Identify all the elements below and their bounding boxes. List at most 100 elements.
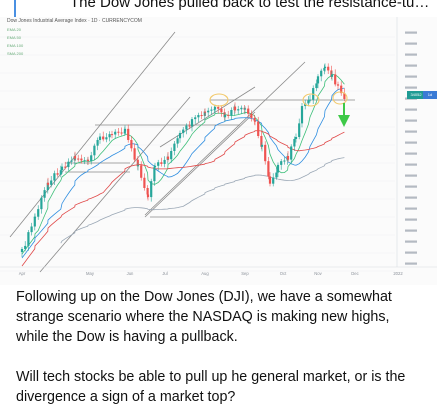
channel-line-upper	[9, 31, 176, 238]
highlight-ellipse	[209, 93, 229, 107]
time-axis: Apr May Jun Jul Aug Sep Oct Nov Dec 2022	[0, 266, 437, 276]
candle-body	[133, 148, 136, 160]
candle-body	[93, 145, 96, 156]
highlight-ellipse	[332, 91, 348, 105]
candle-body	[46, 182, 50, 185]
candle-body	[120, 132, 123, 134]
candle-body	[108, 134, 111, 138]
candle-body	[334, 74, 337, 85]
candle-body	[343, 93, 346, 99]
candle-body	[290, 146, 293, 160]
candle-body	[146, 194, 150, 198]
candle-body	[30, 226, 33, 233]
highlight-ellipse	[302, 93, 320, 107]
candle-body	[340, 85, 343, 94]
axis-tick-label	[405, 75, 417, 78]
candle-body	[286, 155, 290, 160]
time-axis-label: Apr	[19, 271, 26, 276]
candle-body	[213, 109, 216, 111]
candle-body	[182, 129, 185, 134]
time-axis-label: Jul	[162, 271, 167, 276]
candle-body	[102, 136, 105, 140]
candle-body	[247, 108, 250, 114]
candle-body	[173, 143, 176, 151]
candle-body	[86, 159, 90, 161]
candle-body	[143, 177, 146, 188]
down-arrow	[338, 103, 350, 127]
candle-body	[80, 158, 83, 161]
time-axis-label: May	[86, 271, 95, 276]
indicator-legend: EMA 20 EMA 50 EMA 100 SMA 200	[7, 26, 23, 58]
last-price-badge: 34052	[407, 91, 425, 99]
axis-tick-label	[405, 31, 417, 34]
ema-fast-line	[21, 74, 345, 255]
axis-tick-label	[405, 42, 417, 45]
candle-body	[37, 209, 40, 217]
candle-body	[178, 133, 182, 139]
legend-item: EMA 20	[7, 27, 22, 32]
candle-body	[185, 125, 188, 130]
candle-body	[59, 170, 62, 175]
legend-item: EMA 100	[7, 43, 24, 48]
candle-body	[194, 117, 197, 120]
post-title[interactable]: The Dow Jones pulled back to test the re…	[70, 0, 430, 11]
candle-body	[220, 108, 223, 113]
candle-body	[50, 180, 53, 185]
candle-body	[240, 107, 243, 110]
highlight-ellipses	[209, 91, 348, 107]
sma-line	[60, 157, 345, 244]
axis-tick-label	[405, 163, 417, 166]
candle-body	[223, 112, 226, 118]
candle-body	[253, 120, 257, 122]
candle-body	[114, 131, 117, 135]
candle-body	[272, 177, 275, 184]
time-axis-label: Aug	[201, 271, 209, 276]
candle-body	[316, 76, 320, 84]
axis-tick-label	[405, 207, 417, 210]
candle-body	[268, 176, 272, 184]
axis-tick-label	[405, 53, 417, 56]
channel-line-3	[144, 61, 306, 216]
chart-header: Dow Jones Industrial Average Index · 1D …	[7, 18, 142, 24]
axis-tick-label	[405, 130, 417, 133]
axis-tick-label	[405, 174, 417, 177]
candle-body	[123, 128, 127, 132]
candle-body	[217, 107, 220, 109]
wedge-line-1	[159, 86, 256, 148]
candle-body	[77, 158, 80, 160]
candle-body	[163, 159, 166, 164]
candle-body	[83, 160, 86, 162]
candle-body	[250, 113, 253, 118]
axis-tick-label	[405, 218, 417, 221]
candle-body	[253, 117, 256, 121]
axis-tick-label	[405, 196, 417, 199]
candle-body	[280, 161, 283, 165]
candle-body	[188, 125, 191, 127]
candle-body	[73, 156, 77, 159]
candle-body	[43, 190, 46, 198]
axis-tick-label	[405, 86, 417, 89]
chart-image[interactable]: Apr May Jun Jul Aug Sep Oct Nov Dec 2022 Dow Jone…	[0, 17, 437, 285]
candle-body	[110, 134, 114, 136]
candle-body	[90, 155, 93, 161]
post-paragraph: Will tech stocks be able to pull up he g…	[16, 369, 406, 405]
axis-tick-label	[405, 185, 417, 188]
candle-body	[20, 249, 24, 252]
candle-body	[136, 165, 140, 167]
candle-body	[276, 164, 280, 173]
candle-body	[33, 216, 37, 218]
candle-body	[264, 144, 267, 162]
candle-body	[283, 160, 286, 162]
candle-body	[210, 109, 213, 111]
candle-body	[203, 111, 207, 113]
axis-tick-label	[405, 240, 417, 243]
candle-body	[230, 109, 233, 116]
trendlines	[9, 31, 355, 273]
axis-tick-label	[405, 262, 417, 265]
candle-body	[140, 165, 143, 178]
candle-body	[27, 232, 30, 246]
channel-line-lower	[39, 96, 191, 273]
candle-body	[190, 119, 194, 127]
candle-body	[298, 123, 301, 137]
candle-body	[33, 216, 36, 227]
